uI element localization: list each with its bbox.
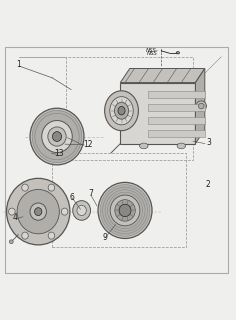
Ellipse shape — [98, 182, 152, 238]
Text: 2: 2 — [206, 180, 211, 189]
Text: NSS: NSS — [147, 51, 158, 56]
Ellipse shape — [22, 184, 28, 191]
Ellipse shape — [115, 200, 135, 221]
Ellipse shape — [35, 113, 79, 160]
Text: 1: 1 — [16, 60, 21, 69]
Ellipse shape — [17, 189, 59, 234]
Text: 13: 13 — [54, 149, 64, 158]
Ellipse shape — [110, 195, 140, 226]
Ellipse shape — [103, 187, 148, 234]
Ellipse shape — [30, 108, 84, 165]
Ellipse shape — [176, 52, 179, 54]
Ellipse shape — [119, 204, 131, 217]
Bar — [148, 130, 205, 137]
Bar — [52, 153, 186, 247]
Ellipse shape — [139, 143, 148, 149]
FancyBboxPatch shape — [120, 83, 195, 144]
Ellipse shape — [105, 91, 138, 131]
Ellipse shape — [30, 203, 46, 220]
Ellipse shape — [48, 127, 66, 146]
Ellipse shape — [77, 205, 86, 216]
Text: 4: 4 — [13, 213, 18, 222]
Text: 12: 12 — [83, 140, 93, 149]
Text: 9: 9 — [102, 233, 107, 242]
Ellipse shape — [48, 184, 55, 191]
Text: 7: 7 — [88, 189, 93, 198]
Bar — [148, 91, 205, 98]
Bar — [66, 57, 193, 160]
Ellipse shape — [198, 103, 204, 109]
Ellipse shape — [48, 232, 55, 239]
Bar — [148, 104, 205, 111]
Ellipse shape — [108, 192, 143, 229]
Ellipse shape — [100, 185, 150, 236]
Polygon shape — [120, 68, 205, 83]
Ellipse shape — [52, 132, 62, 141]
Ellipse shape — [61, 208, 68, 215]
Ellipse shape — [73, 201, 91, 220]
Ellipse shape — [118, 107, 125, 115]
Text: NSS-: NSS- — [146, 48, 159, 53]
Ellipse shape — [8, 208, 15, 215]
Ellipse shape — [32, 110, 82, 163]
Ellipse shape — [196, 101, 206, 111]
Ellipse shape — [110, 97, 133, 125]
Ellipse shape — [114, 102, 129, 119]
Ellipse shape — [22, 232, 28, 239]
Polygon shape — [195, 68, 205, 144]
Ellipse shape — [9, 240, 13, 244]
Ellipse shape — [34, 208, 42, 216]
Text: 6: 6 — [69, 193, 74, 202]
Ellipse shape — [7, 178, 70, 245]
Text: 3: 3 — [206, 138, 211, 147]
Bar — [148, 116, 205, 124]
Ellipse shape — [177, 143, 185, 149]
Ellipse shape — [42, 121, 72, 153]
Ellipse shape — [105, 190, 145, 231]
